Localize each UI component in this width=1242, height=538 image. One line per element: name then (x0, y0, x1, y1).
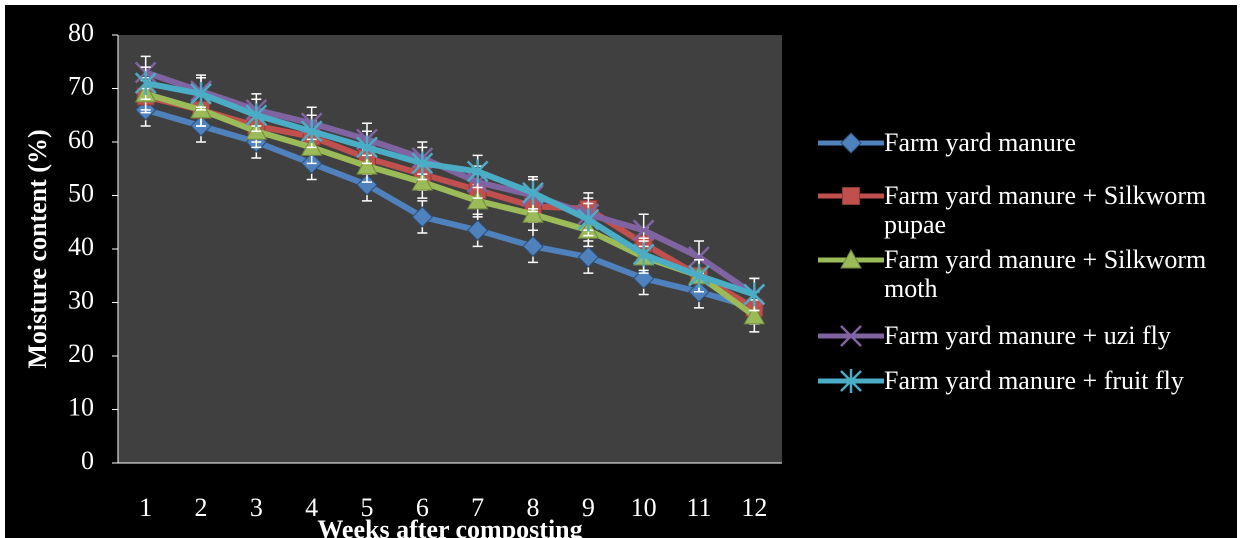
marker (411, 151, 434, 176)
marker (356, 155, 378, 175)
x-tick-label: 10 (631, 493, 657, 522)
x-tick-label: 1 (139, 493, 152, 522)
marker (356, 135, 378, 160)
marker (840, 369, 862, 393)
legend-label: Farm yard manure + Silkworm moth (884, 245, 1207, 303)
y-tick-label: 60 (68, 125, 94, 154)
series-line (145, 80, 756, 298)
legend-label: Farm yard manure (884, 128, 1077, 157)
x-tick-label: 12 (741, 493, 767, 522)
marker (743, 304, 766, 325)
y-tick-label: 80 (68, 18, 94, 47)
marker (300, 119, 323, 144)
marker (134, 71, 157, 96)
marker (577, 246, 600, 268)
y-tick-label: 50 (68, 178, 94, 207)
x-tick-label: 7 (471, 493, 484, 522)
marker (522, 235, 544, 258)
legend-symbol (818, 369, 884, 393)
legend-label: Farm yard manure + fruit fly (884, 366, 1184, 395)
x-tick-label: 2 (195, 493, 208, 522)
marker (356, 174, 378, 196)
legend-symbol (818, 187, 884, 205)
marker (632, 242, 655, 267)
legend-symbol (818, 132, 884, 154)
legend-item: Farm yard manure + Silkworm moth (818, 245, 1238, 303)
x-tick-label: 5 (361, 493, 374, 522)
marker (522, 203, 544, 223)
marker (840, 325, 862, 347)
marker (466, 189, 489, 210)
x-tick-label: 4 (305, 493, 318, 522)
marker (466, 159, 489, 184)
marker (411, 171, 434, 191)
x-tick-label: 11 (686, 493, 711, 522)
marker (190, 81, 212, 106)
marker (522, 180, 544, 205)
y-tick-label: 20 (68, 339, 94, 368)
x-tick-label: 6 (416, 493, 429, 522)
marker (840, 132, 862, 154)
marker (632, 219, 655, 242)
legend-label: Farm yard manure + uzi fly (884, 321, 1171, 350)
legend-item: Farm yard manure + fruit fly (818, 366, 1238, 395)
marker (577, 207, 600, 232)
marker (466, 219, 489, 241)
y-axis-title: Moisture content (%) (23, 129, 52, 368)
legend-symbol (818, 248, 884, 269)
x-axis-title: Weeks after composting (317, 515, 582, 538)
marker (688, 263, 710, 288)
marker (688, 246, 710, 268)
x-tick-label: 9 (582, 493, 595, 522)
legend-item: Farm yard manure + uzi fly (818, 321, 1238, 350)
y-tick-label: 40 (68, 232, 94, 261)
legend: Farm yard manure Farm yard manure + Silkw… (818, 128, 1238, 395)
y-tick-label: 70 (68, 71, 94, 100)
legend-item: Farm yard manure + Silkworm pupae (818, 181, 1238, 239)
marker (411, 206, 434, 228)
marker (840, 248, 862, 269)
x-tick-label: 8 (527, 493, 540, 522)
marker (743, 282, 766, 307)
marker (245, 103, 268, 128)
y-tick-label: 0 (81, 446, 94, 475)
y-tick-label: 10 (68, 392, 94, 421)
marker (842, 187, 860, 205)
legend-symbol (818, 325, 884, 347)
y-tick-label: 30 (68, 285, 94, 314)
legend-label: Farm yard manure + Silkworm pupae (884, 181, 1207, 239)
legend-item: Farm yard manure (818, 128, 1238, 157)
x-tick-label: 3 (250, 493, 263, 522)
